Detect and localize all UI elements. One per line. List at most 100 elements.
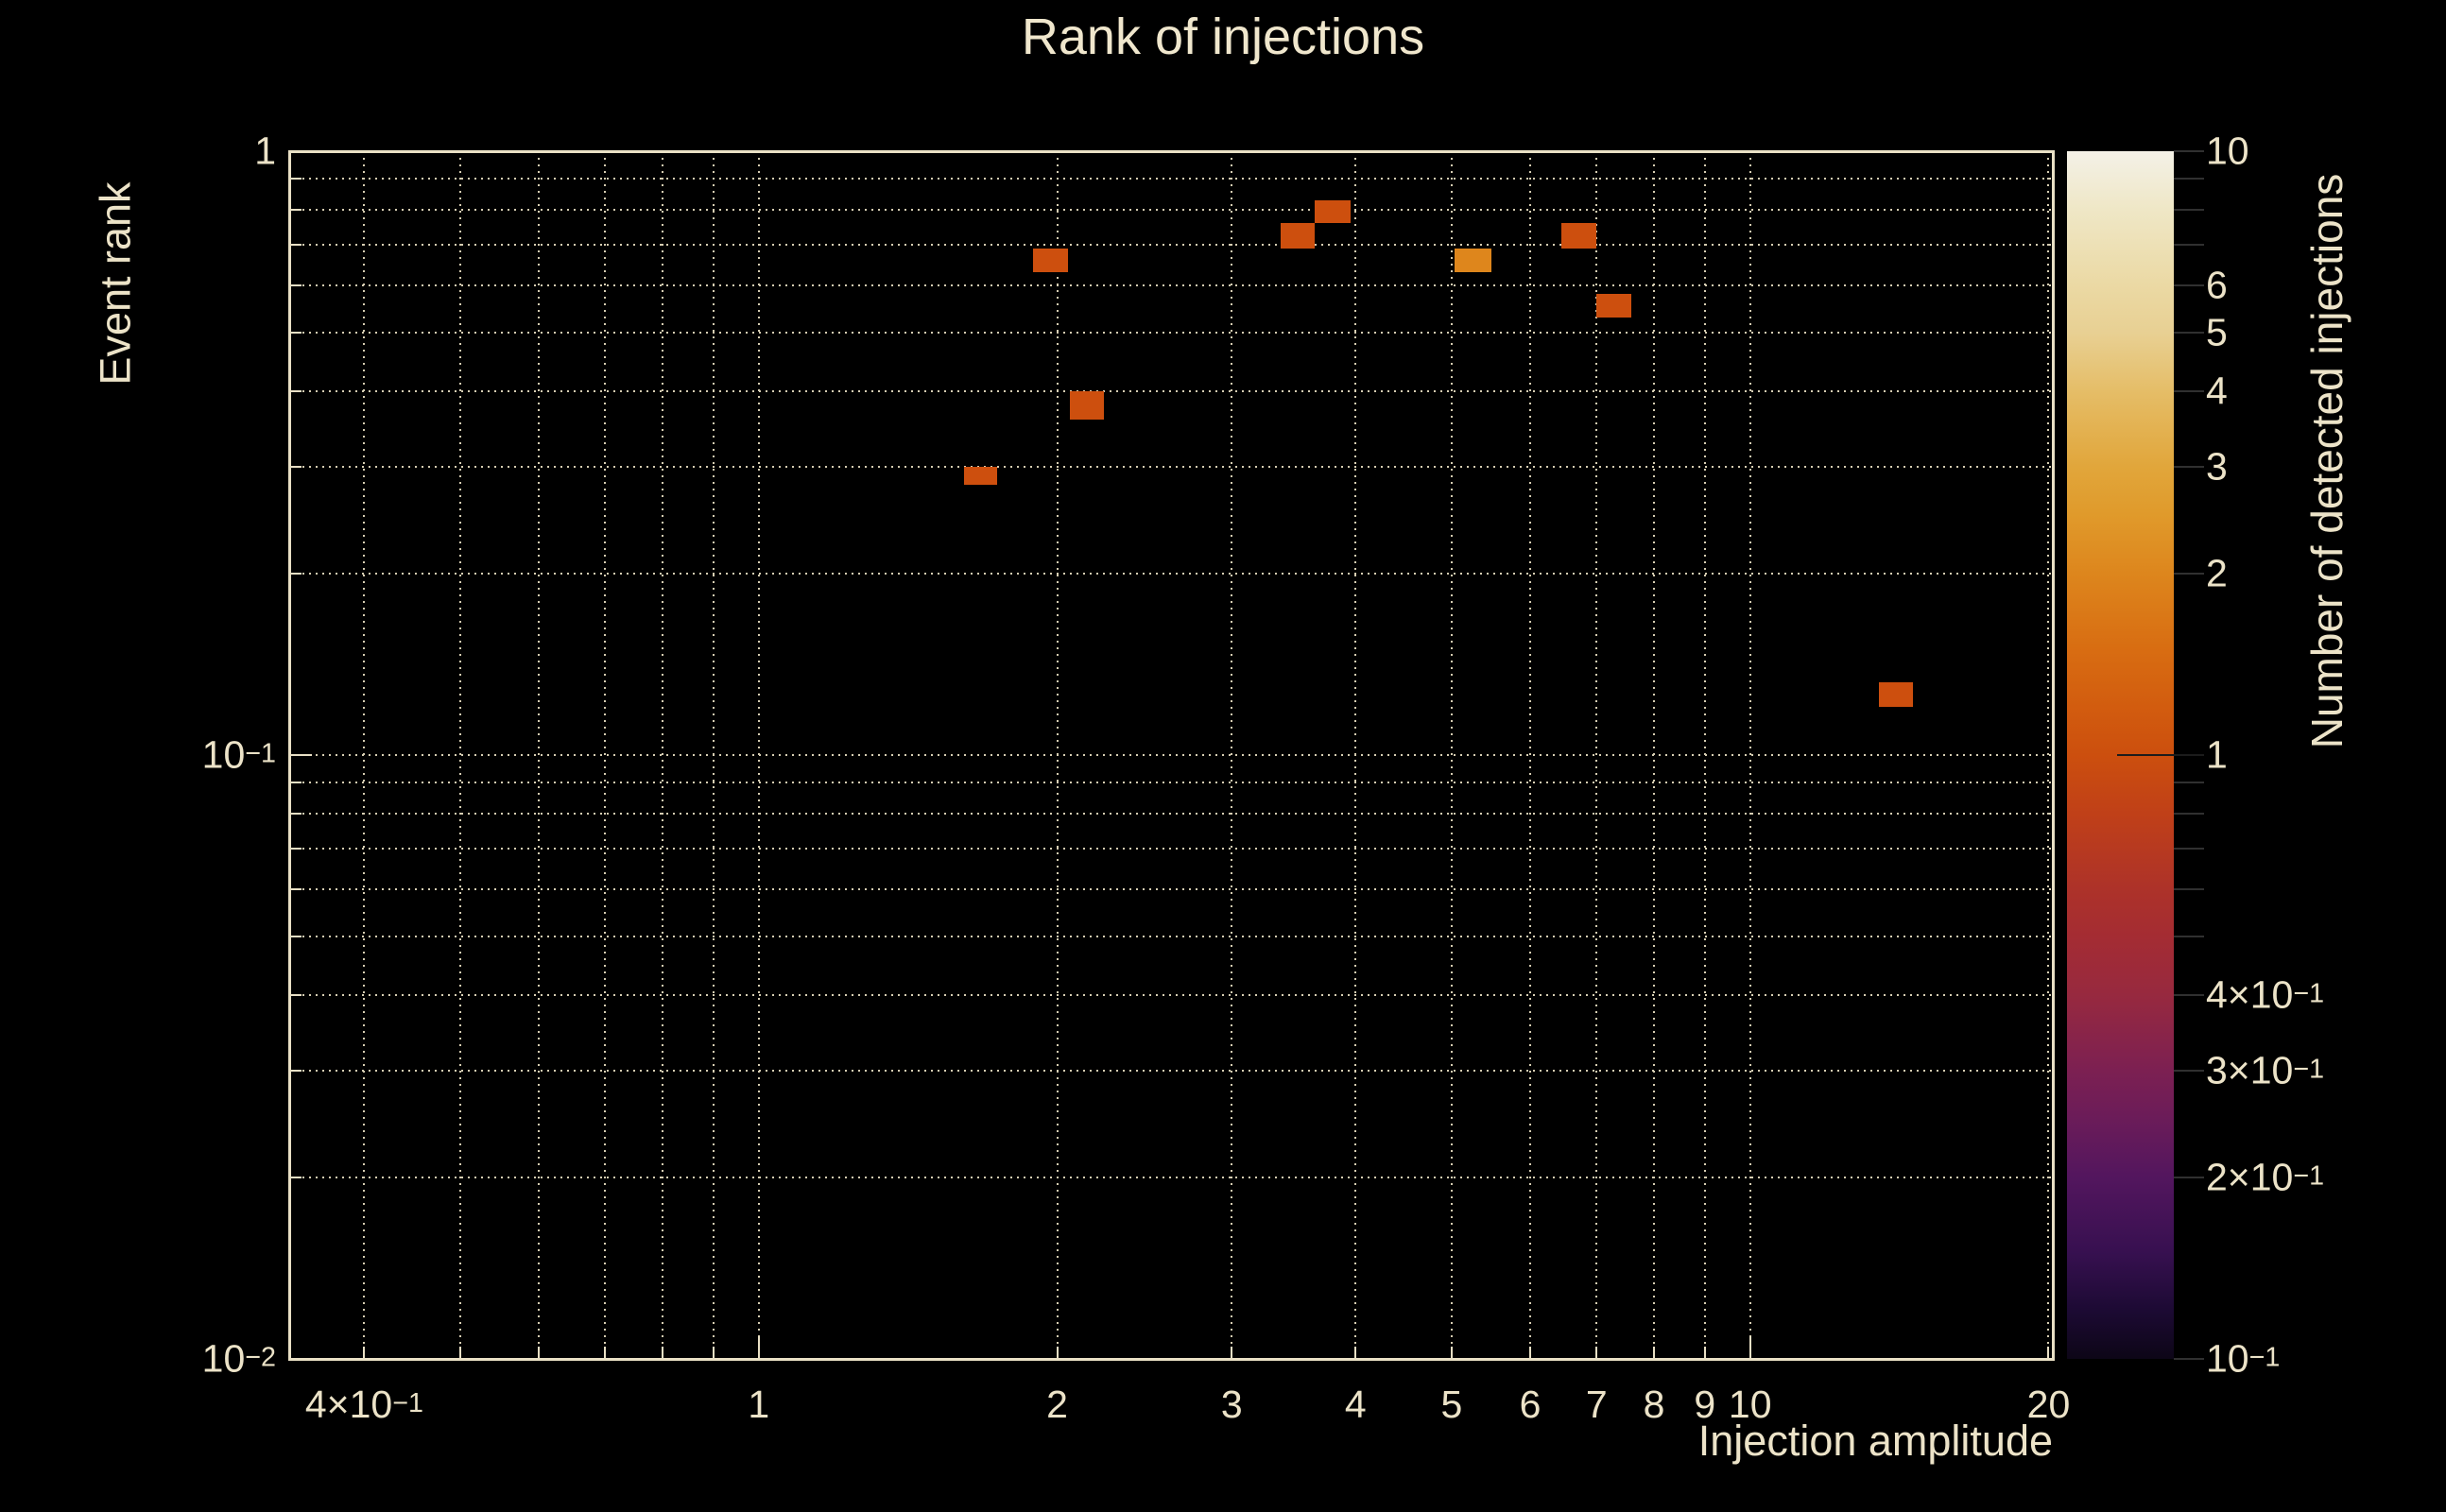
histogram-bin-3 bbox=[1454, 248, 1491, 273]
colorbar-tick bbox=[2174, 572, 2204, 575]
colorbar-tick bbox=[2174, 994, 2204, 997]
y-tick bbox=[289, 1070, 301, 1073]
x-tick bbox=[1354, 1347, 1357, 1359]
y-tick bbox=[289, 754, 312, 756]
colorbar-tick bbox=[2174, 466, 2204, 469]
y-grid-line bbox=[289, 390, 2053, 393]
colorbar-tick-label-4: 4 bbox=[2206, 369, 2228, 413]
colorbar-tick-label-2: 2 bbox=[2206, 551, 2228, 595]
y-grid-line bbox=[289, 466, 2053, 469]
colorbar-tick bbox=[2174, 847, 2204, 850]
x-tick bbox=[1231, 1347, 1233, 1359]
x-tick bbox=[459, 1347, 462, 1359]
x-tick-label-4: 4 bbox=[1344, 1383, 1367, 1426]
x-tick-label-10: 10 bbox=[1728, 1383, 1772, 1426]
histogram-bin-0 bbox=[1032, 248, 1068, 273]
y-grid-line bbox=[289, 782, 2053, 784]
x-tick-label-6: 6 bbox=[1519, 1383, 1542, 1426]
y-tick-label-0.1: 10−1 bbox=[201, 732, 276, 777]
y-tick bbox=[289, 812, 301, 815]
y-tick bbox=[289, 284, 301, 286]
x-axis-title: Injection amplitude bbox=[1697, 1417, 2053, 1465]
y-tick bbox=[289, 572, 301, 575]
y-tick bbox=[289, 243, 301, 246]
colorbar-tick bbox=[2174, 178, 2204, 180]
x-tick bbox=[1595, 1347, 1598, 1359]
chart-title: Rank of injections bbox=[1021, 9, 1425, 65]
colorbar-tick bbox=[2174, 1358, 2204, 1360]
colorbar-tick-label-0.2: 2×10−1 bbox=[2206, 1155, 2325, 1199]
histogram-bin-8 bbox=[1879, 681, 1914, 708]
y-grid-line bbox=[289, 208, 2053, 211]
x-tick bbox=[1056, 1347, 1059, 1359]
x-tick-label-2: 2 bbox=[1046, 1383, 1068, 1426]
y-tick bbox=[289, 936, 301, 938]
y-grid-line bbox=[289, 1070, 2053, 1073]
y-tick bbox=[289, 332, 301, 335]
x-tick bbox=[538, 1347, 541, 1359]
x-tick-label-7: 7 bbox=[1585, 1383, 1608, 1426]
y-tick bbox=[289, 390, 301, 393]
colorbar-tick-label-5: 5 bbox=[2206, 310, 2228, 354]
colorbar-tick bbox=[2174, 208, 2204, 211]
colorbar-tick-1 bbox=[2117, 754, 2204, 756]
x-tick bbox=[2047, 1347, 2050, 1359]
colorbar-title: Number of detected injections bbox=[2302, 173, 2351, 749]
x-tick-label-0.4: 4×10−1 bbox=[304, 1383, 423, 1426]
y-grid-line bbox=[289, 936, 2053, 938]
x-tick bbox=[1450, 1347, 1453, 1359]
x-tick bbox=[1653, 1347, 1656, 1359]
y-grid-line bbox=[289, 332, 2053, 335]
colorbar-tick bbox=[2174, 150, 2204, 152]
y-tick bbox=[289, 1358, 312, 1360]
colorbar-tick-label-0.1: 10−1 bbox=[2206, 1336, 2281, 1381]
y-tick bbox=[289, 994, 301, 997]
colorbar-tick-label-0.3: 3×10−1 bbox=[2206, 1048, 2325, 1092]
y-tick bbox=[289, 150, 312, 152]
colorbar-tick bbox=[2174, 390, 2204, 393]
y-tick-label-1: 1 bbox=[254, 129, 276, 173]
colorbar-tick bbox=[2174, 332, 2204, 335]
y-grid-line bbox=[289, 178, 2053, 180]
histogram-bin-2 bbox=[1315, 199, 1351, 224]
x-tick-label-3: 3 bbox=[1220, 1383, 1243, 1426]
x-tick-label-5: 5 bbox=[1440, 1383, 1463, 1426]
colorbar-tick bbox=[2174, 887, 2204, 890]
y-tick bbox=[289, 178, 301, 180]
histogram-bin-5 bbox=[1595, 294, 1632, 318]
x-tick bbox=[604, 1347, 607, 1359]
x-tick-label-1: 1 bbox=[748, 1383, 770, 1426]
x-tick bbox=[1529, 1347, 1532, 1359]
y-tick-label-0.01: 10−2 bbox=[201, 1336, 276, 1381]
plot-frame bbox=[288, 150, 2055, 1361]
colorbar-tick-label-1: 1 bbox=[2206, 732, 2228, 777]
x-tick bbox=[1748, 1336, 1751, 1359]
y-grid-line bbox=[289, 994, 2053, 997]
x-tick bbox=[363, 1347, 366, 1359]
y-tick bbox=[289, 782, 301, 784]
y-grid-line bbox=[289, 812, 2053, 815]
y-tick bbox=[289, 1176, 301, 1178]
colorbar-tick bbox=[2174, 284, 2204, 286]
colorbar-tick bbox=[2174, 1176, 2204, 1178]
colorbar-tick-label-10: 10 bbox=[2206, 129, 2249, 173]
histogram-bin-6 bbox=[1070, 391, 1105, 420]
y-grid-line bbox=[289, 572, 2053, 575]
y-tick bbox=[289, 208, 301, 211]
y-grid-line bbox=[289, 847, 2053, 850]
histogram-bin-1 bbox=[1280, 223, 1316, 249]
y-tick bbox=[289, 887, 301, 890]
y-grid-line bbox=[289, 754, 2053, 756]
x-tick bbox=[712, 1347, 715, 1359]
y-tick bbox=[289, 466, 301, 469]
x-tick-label-9: 9 bbox=[1694, 1383, 1716, 1426]
histogram-bin-4 bbox=[1560, 223, 1596, 249]
histogram-bin-7 bbox=[963, 467, 998, 486]
x-tick bbox=[662, 1347, 664, 1359]
y-grid-line bbox=[289, 887, 2053, 890]
x-tick bbox=[1703, 1347, 1706, 1359]
x-tick bbox=[757, 1336, 760, 1359]
y-tick bbox=[289, 847, 301, 850]
y-axis-title: Event rank bbox=[91, 181, 140, 386]
